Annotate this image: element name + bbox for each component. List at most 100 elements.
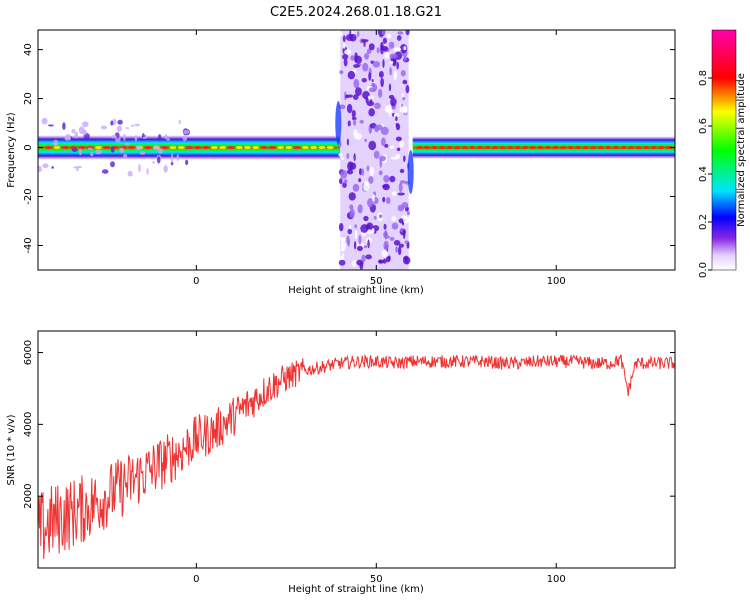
gap-blob (380, 126, 389, 136)
gap-blob (385, 197, 391, 204)
ridge-core-mark (252, 145, 260, 150)
gap-blob (373, 215, 377, 220)
ridge-core-mark (78, 145, 86, 150)
gap-blob (393, 47, 402, 52)
gap-blob (364, 52, 370, 60)
gap-blob (340, 248, 345, 252)
noise-blob (146, 167, 149, 175)
gap-blob (354, 55, 362, 64)
gap-blob (399, 140, 404, 148)
gap-blob (401, 201, 409, 209)
gap-blob (404, 240, 409, 244)
ridge-core-mark (499, 146, 507, 150)
spectrogram-noise-left (38, 117, 190, 177)
spectrogram-gap-region (335, 30, 414, 270)
noise-blob (185, 159, 189, 166)
gap-blob (348, 192, 356, 201)
noise-blob (164, 133, 168, 140)
ridge-core-mark (128, 145, 136, 150)
noise-blob (178, 119, 181, 125)
gap-blob (400, 70, 406, 77)
ridge-core-mark (169, 145, 177, 150)
y-tick-label: -40 (23, 237, 34, 253)
noise-blob (117, 119, 123, 125)
colorbar-tick-label: 0.6 (698, 118, 709, 134)
gap-blob (399, 168, 405, 174)
noise-blob (142, 136, 147, 139)
y-tick-label: 2000 (23, 483, 34, 508)
gap-blob (354, 133, 362, 140)
noise-blob (123, 153, 128, 159)
x-tick-label: 50 (370, 574, 383, 585)
gap-blob (361, 168, 365, 176)
snr-content (38, 353, 675, 560)
gap-blob (396, 147, 401, 152)
gap-blob (344, 49, 352, 55)
gap-blob (383, 240, 389, 251)
noise-blob (153, 144, 159, 151)
gap-blob (361, 254, 366, 263)
noise-blob (87, 147, 93, 150)
ridge-core-mark (326, 145, 334, 150)
gap-blob (398, 182, 403, 193)
gap-blob (354, 224, 357, 229)
gap-blob (375, 124, 383, 131)
gap-blob (356, 245, 363, 251)
gap-blob (351, 260, 358, 267)
gap-blob (359, 260, 364, 270)
noise-blob (110, 146, 115, 153)
noise-blob (123, 133, 126, 141)
gap-blob (361, 39, 369, 43)
gap-blob (383, 231, 389, 239)
gap-blob (367, 198, 374, 208)
noise-blob (125, 127, 130, 130)
noise-blob (183, 129, 190, 135)
noise-blob (100, 125, 107, 130)
gap-blob (347, 228, 353, 235)
gap-blob (342, 53, 349, 60)
gap-blob (349, 208, 355, 218)
gap-blob (403, 55, 407, 62)
noise-blob (163, 165, 168, 173)
gap-blob (397, 31, 404, 35)
gap-blob (363, 215, 369, 222)
noise-blob (74, 131, 79, 139)
noise-blob (62, 122, 66, 130)
x-tick-label: 0 (193, 574, 199, 585)
colorbar-tick-label: 0.2 (698, 214, 709, 230)
gap-blob (354, 229, 358, 239)
noise-blob (127, 170, 133, 177)
noise-blob (95, 149, 102, 155)
gap-blob (358, 178, 362, 183)
ridge-core-mark (186, 145, 194, 150)
x-tick-label: 100 (547, 574, 566, 585)
noise-blob (110, 161, 115, 168)
gap-blob (400, 228, 404, 233)
gap-blob (389, 53, 398, 59)
noise-blob (111, 134, 117, 139)
gap-blob (389, 175, 396, 183)
gap-blob (350, 55, 355, 61)
noise-blob (141, 133, 145, 141)
ridge-core-mark (144, 145, 152, 150)
noise-blob (41, 117, 48, 125)
gap-blob (338, 153, 343, 157)
ridge-core-mark (103, 145, 111, 150)
gap-blob (382, 59, 385, 68)
ridge-core-mark (506, 146, 514, 150)
noise-blob (65, 133, 72, 140)
ridge-core-mark (514, 146, 522, 150)
ridge-core-mark (446, 146, 454, 150)
gap-blob (388, 107, 391, 118)
gap-blob (346, 169, 354, 175)
gap-blob (388, 83, 392, 92)
gap-blob (340, 236, 346, 243)
noise-blob (51, 166, 54, 169)
gap-blob (383, 223, 387, 230)
gap-blob (362, 62, 369, 72)
gap-blob (407, 211, 411, 216)
gap-blob (338, 259, 346, 266)
gap-blob (403, 46, 407, 51)
noise-blob (81, 121, 89, 128)
